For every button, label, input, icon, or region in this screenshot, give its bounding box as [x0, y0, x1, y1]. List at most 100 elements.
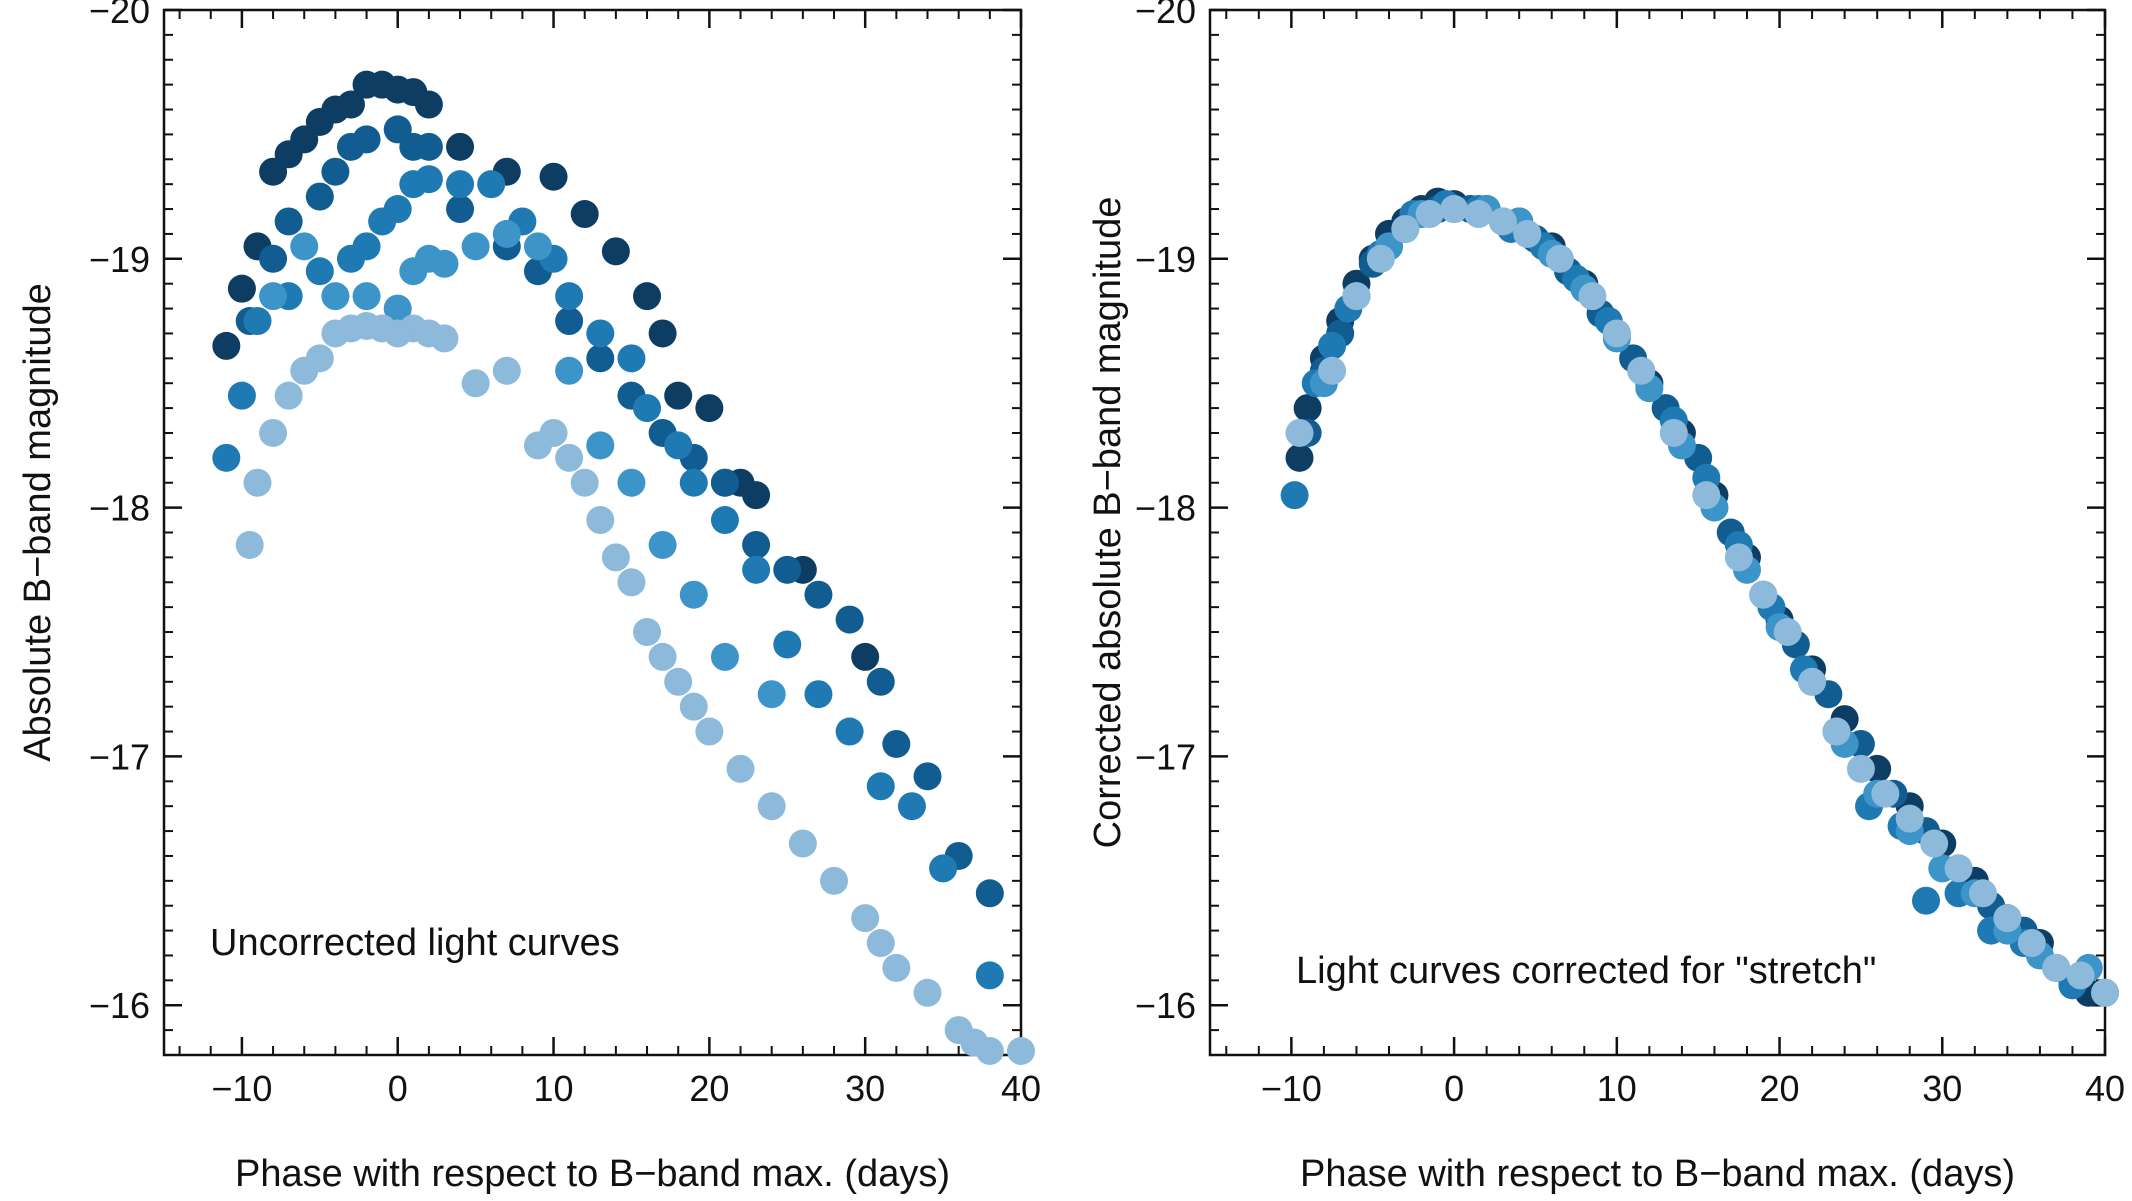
data-point: [1440, 195, 1469, 224]
data-point: [1871, 779, 1900, 808]
x-tick-label: 20: [689, 1068, 729, 1109]
x-tick-label: 10: [534, 1068, 574, 1109]
data-point: [586, 506, 615, 535]
axis-ticks-right: −10 0 10 20 30 40 −20 −19 −18 −17 −16: [1135, 0, 2125, 1109]
x-axis-title-right: Phase with respect to B−band max. (days): [1300, 1153, 2015, 1195]
data-point: [1798, 667, 1827, 696]
right-panel: −10 0 10 20 30 40 −20 −19 −18 −17 −16 Light curves…: [1087, 0, 2125, 1195]
data-point: [835, 717, 864, 746]
data-point: [243, 307, 272, 336]
data-point: [975, 961, 1004, 990]
data-point: [1578, 282, 1607, 311]
data-point: [1318, 356, 1347, 385]
data-point: [1280, 481, 1309, 510]
data-point: [617, 568, 646, 597]
data-point: [601, 543, 630, 572]
data-point: [835, 605, 864, 634]
data-point: [1912, 886, 1940, 915]
y-tick-label: −16: [1135, 985, 1196, 1026]
data-point: [1293, 394, 1322, 423]
data-point: [477, 170, 506, 199]
data-point: [243, 468, 272, 497]
left-panel: −10 0 10 20 30 40 −20 −19 −18 −17 −16 Uncorrected …: [17, 0, 1041, 1195]
data-point: [461, 232, 490, 261]
data-point: [695, 717, 724, 746]
data-point: [648, 530, 677, 559]
data-point: [227, 274, 256, 303]
data-point: [601, 237, 630, 266]
data-point: [235, 530, 264, 559]
data-point: [555, 443, 584, 472]
data-point: [866, 772, 895, 801]
data-point: [710, 642, 739, 671]
data-point: [695, 394, 724, 423]
x-tick-label: 10: [1597, 1068, 1637, 1109]
data-point: [804, 580, 833, 609]
data-point: [492, 356, 521, 385]
data-point: [570, 200, 599, 229]
data-points-right: [1280, 187, 2119, 1007]
data-point: [679, 580, 708, 609]
data-point: [742, 481, 771, 510]
data-point: [461, 369, 490, 398]
data-point: [633, 618, 662, 647]
x-tick-label: 30: [845, 1068, 885, 1109]
data-point: [492, 219, 521, 248]
data-point: [757, 680, 786, 709]
data-point: [212, 443, 241, 472]
data-point: [710, 506, 739, 535]
data-point: [305, 344, 334, 373]
data-point: [1415, 200, 1444, 229]
y-tick-label: −17: [1135, 736, 1196, 777]
data-point: [882, 953, 911, 982]
data-point: [2091, 978, 2119, 1007]
data-point: [1007, 1037, 1035, 1065]
data-point: [1659, 418, 1688, 447]
x-tick-label: 40: [2085, 1068, 2125, 1109]
data-point: [259, 244, 288, 273]
data-point: [1846, 754, 1875, 783]
data-point: [383, 195, 412, 224]
data-point: [617, 344, 646, 373]
data-point: [1920, 829, 1949, 858]
data-point: [851, 904, 880, 933]
y-tick-label: −17: [89, 736, 150, 777]
data-point: [1366, 244, 1395, 273]
data-point: [1391, 214, 1420, 243]
data-point: [1488, 207, 1517, 236]
data-point: [430, 324, 459, 353]
data-point: [446, 170, 475, 199]
data-point: [570, 468, 599, 497]
data-point: [305, 182, 334, 211]
data-point: [414, 165, 443, 194]
data-point: [913, 978, 942, 1007]
data-point: [430, 249, 459, 278]
y-tick-label: −19: [1135, 239, 1196, 280]
data-point: [1993, 904, 2022, 933]
data-point: [664, 381, 693, 410]
data-point: [352, 282, 381, 311]
data-point: [586, 431, 615, 460]
data-point: [383, 294, 412, 323]
data-point: [1822, 717, 1851, 746]
data-point: [617, 468, 646, 497]
data-point: [227, 381, 256, 410]
data-point: [212, 331, 241, 360]
data-point: [414, 132, 443, 161]
data-point: [1627, 356, 1656, 385]
data-point: [633, 394, 662, 423]
y-axis-title-left: Absolute B−band magnitude: [17, 283, 59, 762]
data-point: [259, 418, 288, 447]
data-point: [664, 431, 693, 460]
data-point: [1749, 580, 1778, 609]
data-point: [1545, 244, 1574, 273]
x-tick-label: 30: [1922, 1068, 1962, 1109]
data-point: [726, 754, 755, 783]
data-points-left: [212, 70, 1035, 1065]
annotation-left: Uncorrected light curves: [210, 922, 620, 964]
data-point: [555, 282, 584, 311]
y-tick-label: −20: [89, 0, 150, 31]
data-point: [446, 132, 475, 161]
x-axis-title-left: Phase with respect to B−band max. (days): [235, 1153, 950, 1195]
data-point: [555, 356, 584, 385]
